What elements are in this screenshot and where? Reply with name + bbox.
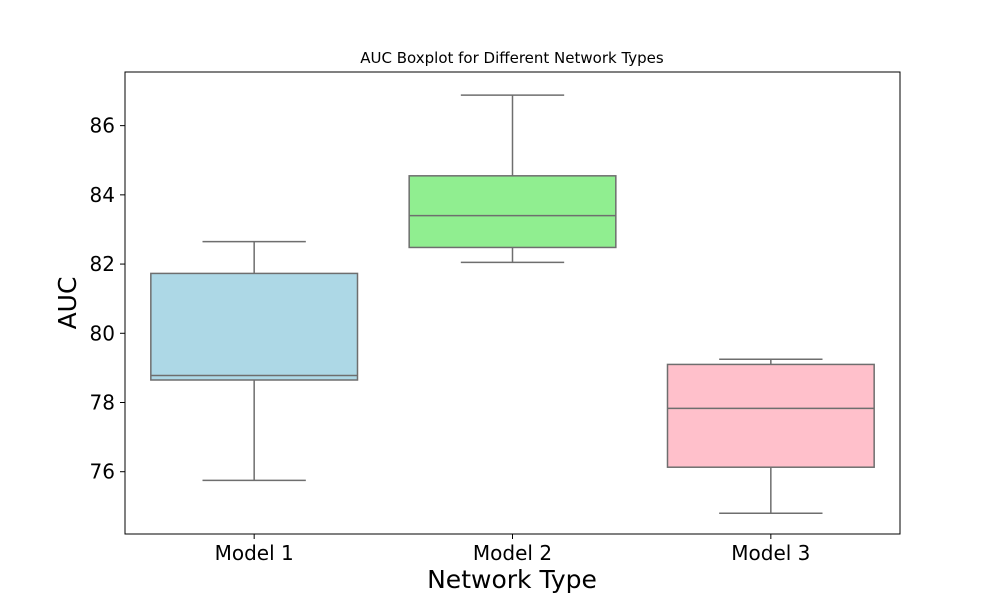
box-iqr: [150, 272, 359, 381]
x-tick-label: Model 1: [215, 541, 294, 565]
box-group-model-3: [666, 358, 875, 514]
x-axis-label: Network Type: [427, 565, 597, 594]
x-tick-label: Model 2: [473, 541, 552, 565]
plot-area: [150, 94, 875, 514]
y-tick-label: 86: [90, 114, 115, 138]
box-group-model-1: [150, 240, 359, 482]
x-tick-label: Model 3: [731, 541, 810, 565]
y-tick-label: 84: [90, 183, 115, 207]
y-tick-label: 76: [90, 460, 115, 484]
y-tick-label: 80: [90, 321, 115, 345]
chart-title: AUC Boxplot for Different Network Types: [360, 49, 664, 67]
y-axis-label: AUC: [53, 277, 82, 330]
box-iqr: [408, 175, 617, 249]
y-tick-label: 78: [90, 390, 115, 414]
box-group-model-2: [408, 94, 617, 264]
axis-ticks: 76 78 80 82 84 86 Model 1 Model 2 Model 3: [90, 114, 811, 565]
y-tick-label: 82: [90, 252, 115, 276]
box-iqr: [666, 363, 875, 468]
